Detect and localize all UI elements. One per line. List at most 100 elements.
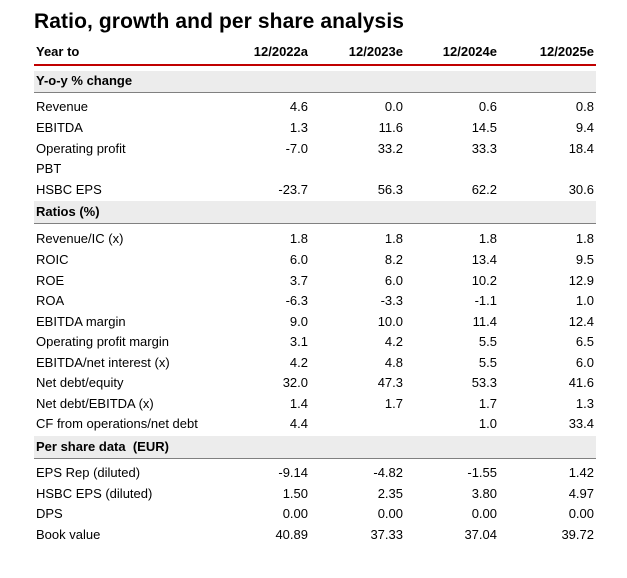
row-label: ROA [36,293,65,308]
row-value: -3.3 [380,293,403,308]
row-label: Revenue/IC (x) [36,231,124,246]
row-value: 6.0 [384,273,403,288]
row-value: 30.6 [568,182,594,197]
row-label: Operating profit [36,141,126,156]
row-value: 53.3 [471,375,497,390]
row-label: EBITDA margin [36,314,126,329]
row-value: 4.2 [384,334,403,349]
row-label: DPS [36,506,63,521]
yoy-section-heading: Y-o-y % change [34,71,596,91]
row-value: -7.0 [285,141,308,156]
row-label: Operating profit margin [36,334,169,349]
ratios-section-heading: Ratios (%) [34,202,596,222]
row-value: 4.4 [289,416,308,431]
section-divider [34,92,596,93]
year-header-row: Year to 12/2022a 12/2023e 12/2024e 12/20… [34,42,596,62]
row-value: 37.04 [464,527,497,542]
row-label: Revenue [36,99,89,114]
row-value: 4.8 [384,355,403,370]
row-label: Net debt/equity [36,375,124,390]
row-label: CF from operations/net debt [36,416,198,431]
table-row: ROIC 6.0 8.2 13.4 9.5 [34,250,596,270]
table-row: DPS 0.00 0.00 0.00 0.00 [34,504,596,524]
year-header-col-3: 12/2024e [442,44,497,59]
row-label: ROIC [36,252,69,267]
row-value: 1.8 [289,231,308,246]
row-value: 39.72 [561,527,594,542]
table-row: Revenue/IC (x) 1.8 1.8 1.8 1.8 [34,229,596,249]
row-value: -9.14 [278,465,308,480]
row-value: 10.2 [471,273,497,288]
row-label: HSBC EPS [36,182,102,197]
table-row: HSBC EPS -23.7 56.3 62.2 30.6 [34,180,596,200]
row-value: 1.50 [282,486,308,501]
row-label: Net debt/EBITDA (x) [36,396,154,411]
row-value: -1.55 [467,465,497,480]
row-label: EBITDA/net interest (x) [36,355,170,370]
row-value: 4.97 [568,486,594,501]
row-value: 2.35 [377,486,403,501]
row-value: 5.5 [478,334,497,349]
row-value: 37.33 [370,527,403,542]
row-value: 1.0 [575,293,594,308]
row-value: 41.6 [568,375,594,390]
per-share-heading-label: Per share data (EUR) [36,439,169,454]
table-row: Book value 40.89 37.33 37.04 39.72 [34,525,596,545]
table-row: CF from operations/net debt 4.4 1.0 33.4 [34,414,596,434]
row-value: 1.3 [289,120,308,135]
row-value: 1.7 [478,396,497,411]
table-row: EBITDA margin 9.0 10.0 11.4 12.4 [34,312,596,332]
row-value: -1.1 [474,293,497,308]
table-row: ROA -6.3 -3.3 -1.1 1.0 [34,291,596,311]
row-label: ROE [36,273,65,288]
year-header-col-1: 12/2022a [253,44,308,59]
table-row: EPS Rep (diluted) -9.14 -4.82 -1.55 1.42 [34,463,596,483]
row-value: 6.0 [289,252,308,267]
year-header-col-4: 12/2025e [539,44,594,59]
row-value: 9.0 [289,314,308,329]
row-value: 33.4 [568,416,594,431]
row-value: 1.8 [575,231,594,246]
per-share-heading-bg [34,436,596,458]
row-value: 1.8 [478,231,497,246]
year-header-label: Year to [36,44,80,59]
row-value: 62.2 [471,182,497,197]
row-value: 47.3 [377,375,403,390]
row-value: 40.89 [275,527,308,542]
row-value: 1.8 [384,231,403,246]
ratios-heading-label: Ratios (%) [36,204,100,219]
row-value: 3.1 [289,334,308,349]
row-value: 0.0 [384,99,403,114]
row-value: 1.3 [575,396,594,411]
row-value: 1.4 [289,396,308,411]
row-label: HSBC EPS (diluted) [36,486,153,501]
row-value: 6.5 [575,334,594,349]
row-value: 3.7 [289,273,308,288]
header-red-rule [34,64,596,66]
page-title: Ratio, growth and per share analysis [34,10,405,33]
row-value: 4.6 [289,99,308,114]
row-value: 0.00 [377,506,403,521]
row-value: 11.6 [378,120,403,135]
table-row: Net debt/EBITDA (x) 1.4 1.7 1.7 1.3 [34,394,596,414]
row-value: 1.42 [568,465,594,480]
row-value: 9.5 [575,252,594,267]
row-value: 11.4 [472,314,497,329]
row-value: 10.0 [377,314,403,329]
table-row: Net debt/equity 32.0 47.3 53.3 41.6 [34,373,596,393]
row-value: 5.5 [478,355,497,370]
section-divider [34,458,596,459]
row-label: EPS Rep (diluted) [36,465,141,480]
table-row: EBITDA/net interest (x) 4.2 4.8 5.5 6.0 [34,353,596,373]
row-value: 13.4 [471,252,497,267]
table-row: ROE 3.7 6.0 10.2 12.9 [34,271,596,291]
row-value: -6.3 [285,293,308,308]
row-value: 1.0 [478,416,497,431]
row-value: 18.4 [568,141,594,156]
row-value: 33.3 [471,141,497,156]
row-label: EBITDA [36,120,83,135]
row-value: 9.4 [575,120,594,135]
row-value: 0.6 [478,99,497,114]
section-divider [34,223,596,224]
